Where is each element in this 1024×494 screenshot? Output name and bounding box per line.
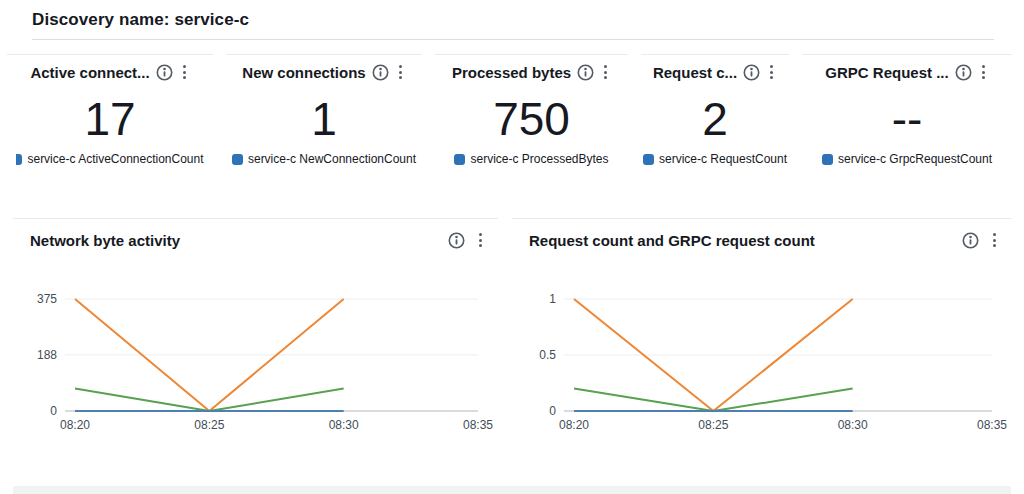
metric-card-processed-bytes: Processed bytes 750 service-c ProcessedB…	[435, 54, 628, 176]
metric-card-header: Request c...	[641, 63, 789, 81]
x-tick-label: 08:35	[463, 418, 493, 432]
metric-card-new-connections: New connections 1 service-c NewConnectio…	[226, 54, 422, 176]
metric-cards-row: Active connect... 17 service-c ActiveCon…	[7, 54, 1024, 176]
y-tick-label: 0	[549, 404, 556, 418]
metric-card-title: Processed bytes	[452, 64, 571, 81]
metric-card-header: Processed bytes	[435, 63, 628, 81]
metric-legend: service-c RequestCount	[641, 152, 789, 166]
line-chart-canvas: 0 188 375 08:20 08:25 08:30 08:35	[13, 285, 498, 437]
metric-card-active-connections: Active connect... 17 service-c ActiveCon…	[7, 54, 213, 176]
chart-header: Request count and GRPC request count	[512, 219, 1012, 249]
kebab-menu-icon[interactable]	[395, 63, 406, 81]
legend-color-swatch	[16, 154, 22, 165]
legend-color-swatch	[454, 154, 465, 165]
legend-color-swatch	[822, 154, 833, 165]
x-tick-label: 08:25	[698, 418, 728, 432]
x-tick-label: 08:30	[838, 418, 868, 432]
metric-legend: service-c ProcessedBytes	[435, 152, 628, 166]
chart-widget-network-byte-activity: Network byte activity 018837508:2008:250…	[13, 218, 498, 441]
legend-label: service-c GrpcRequestCount	[838, 152, 992, 166]
dashboard-page: Discovery name: service-c Active connect…	[0, 0, 1024, 494]
metric-card-header: New connections	[226, 63, 422, 81]
kebab-menu-icon[interactable]	[179, 63, 190, 81]
info-icon[interactable]	[962, 232, 979, 249]
metric-card-title: Active connect...	[30, 64, 149, 81]
metric-legend: service-c GrpcRequestCount	[802, 152, 1012, 166]
info-icon[interactable]	[577, 64, 594, 81]
chart-title: Request count and GRPC request count	[529, 232, 815, 249]
metric-card-header: GRPC Request ...	[802, 63, 1012, 81]
charts-row: Network byte activity 018837508:2008:250…	[13, 218, 1024, 441]
info-icon[interactable]	[156, 64, 173, 81]
series-green	[75, 389, 344, 411]
legend-label: service-c ActiveConnectionCount	[27, 152, 203, 166]
info-icon[interactable]	[448, 232, 465, 249]
metric-legend: service-c ActiveConnectionCount	[7, 152, 213, 166]
kebab-menu-icon[interactable]	[766, 63, 777, 81]
y-tick-label: 188	[37, 348, 57, 362]
line-chart: 0 0.5 1 08:20 08:25 08:30 08:35	[512, 285, 1012, 441]
y-tick-label: 1	[549, 292, 556, 306]
metric-card-title: Request c...	[653, 64, 737, 81]
kebab-menu-icon[interactable]	[475, 231, 486, 249]
x-tick-label: 08:35	[977, 418, 1007, 432]
line-chart: 0 188 375 08:20 08:25 08:30 08:35	[13, 285, 498, 441]
chart-title: Network byte activity	[30, 232, 180, 249]
x-tick-label: 08:25	[194, 418, 224, 432]
x-tick-label: 08:30	[329, 418, 359, 432]
series-green	[574, 389, 853, 411]
metric-card-title: New connections	[242, 64, 365, 81]
info-icon[interactable]	[743, 64, 760, 81]
page-title: Discovery name: service-c	[32, 10, 994, 30]
line-chart-canvas: 0 0.5 1 08:20 08:25 08:30 08:35	[512, 285, 1012, 437]
metric-legend: service-c NewConnectionCount	[226, 152, 422, 166]
page-header: Discovery name: service-c	[32, 0, 994, 40]
info-icon[interactable]	[372, 64, 389, 81]
x-tick-label: 08:20	[559, 418, 589, 432]
info-icon[interactable]	[955, 64, 972, 81]
metric-value: --	[802, 96, 1012, 142]
y-tick-label: 0	[50, 404, 57, 418]
metric-card-grpc-request-count: GRPC Request ... -- service-c GrpcReques…	[802, 54, 1012, 176]
y-tick-label: 0.5	[539, 348, 556, 362]
legend-color-swatch	[643, 154, 654, 165]
x-tick-label: 08:20	[60, 418, 90, 432]
metric-value: 2	[641, 96, 789, 142]
metric-value: 17	[7, 96, 213, 142]
y-tick-label: 375	[37, 292, 57, 306]
metric-card-title: GRPC Request ...	[825, 64, 948, 81]
metric-card-header: Active connect...	[7, 63, 213, 81]
legend-color-swatch	[232, 154, 243, 165]
legend-label: service-c RequestCount	[659, 152, 787, 166]
kebab-menu-icon[interactable]	[600, 63, 611, 81]
legend-label: service-c ProcessedBytes	[470, 152, 608, 166]
legend-label: service-c NewConnectionCount	[248, 152, 416, 166]
metric-value: 750	[435, 96, 628, 142]
metric-value: 1	[226, 96, 422, 142]
kebab-menu-icon[interactable]	[989, 231, 1000, 249]
chart-widget-request-counts: Request count and GRPC request count 0 0.…	[512, 218, 1012, 441]
kebab-menu-icon[interactable]	[978, 63, 989, 81]
chart-header: Network byte activity	[13, 219, 498, 249]
metric-card-request-count: Request c... 2 service-c RequestCount	[641, 54, 789, 176]
next-section-edge	[13, 486, 1011, 494]
